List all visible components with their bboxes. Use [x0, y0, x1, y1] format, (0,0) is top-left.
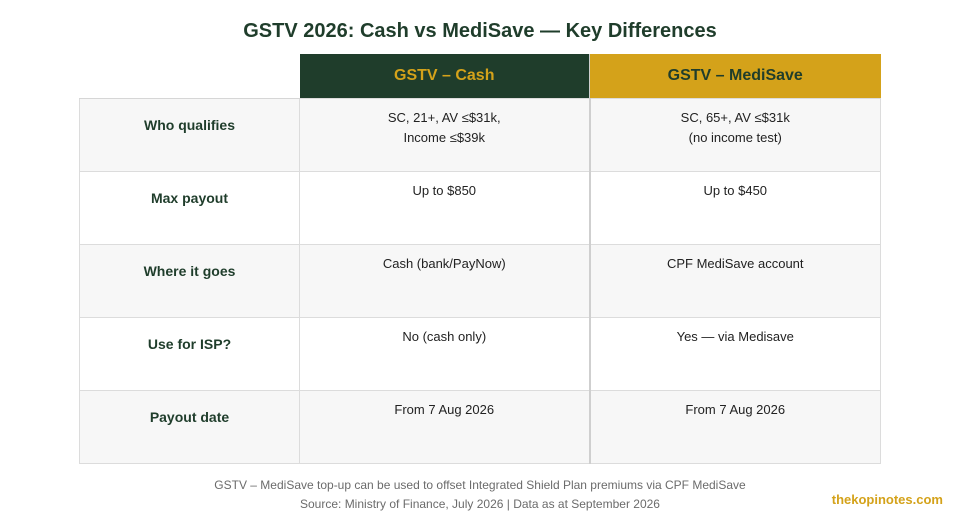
cash-cell: Cash (bank/PayNow) [299, 244, 591, 318]
cell-line: CPF MediSave account [666, 256, 804, 271]
header-blank-cell [79, 54, 300, 99]
cell-line: Yes — via Medisave [676, 329, 794, 344]
medisave-cell: CPF MediSave account [589, 244, 881, 318]
page-title: GSTV 2026: Cash vs MediSave — Key Differ… [243, 20, 717, 42]
medisave-cell: Up to $450 [589, 171, 881, 245]
table-row: Where it goes Cash (bank/PayNow) CPF Med… [79, 244, 881, 318]
row-label: Payout date [79, 390, 300, 464]
table-row: Use for ISP? No (cash only) Yes — via Me… [79, 317, 881, 391]
cell-line: Cash (bank/PayNow) [382, 256, 506, 271]
cash-cell: From 7 Aug 2026 [299, 390, 591, 464]
cell-line: Up to $450 [703, 183, 768, 198]
table-row: Who qualifies SC, 21+, AV ≤$31k, Income … [79, 98, 881, 172]
medisave-cell: Yes — via Medisave [589, 317, 881, 391]
source-note: Source: Ministry of Finance, July 2026 |… [300, 497, 660, 511]
cell-line: No (cash only) [402, 329, 487, 344]
cell-line: From 7 Aug 2026 [394, 402, 495, 417]
medisave-cell: SC, 65+, AV ≤$31k (no income test) [589, 98, 881, 172]
row-label: Where it goes [79, 244, 300, 318]
row-label: Who qualifies [79, 98, 300, 172]
row-label: Use for ISP? [79, 317, 300, 391]
cell-line: (no income test) [688, 130, 782, 145]
medisave-cell: From 7 Aug 2026 [589, 390, 881, 464]
cell-line: Up to $850 [412, 183, 477, 198]
cash-cell: Up to $850 [299, 171, 591, 245]
row-label: Max payout [79, 171, 300, 245]
cell-line: SC, 21+, AV ≤$31k, [387, 110, 501, 125]
cell-line: SC, 65+, AV ≤$31k [680, 110, 790, 125]
header-cash: GSTV – Cash [299, 54, 590, 99]
cell-line: From 7 Aug 2026 [685, 402, 786, 417]
cell-line: Income ≤$39k [403, 130, 486, 145]
comparison-table: GSTV – Cash GSTV – MediSave Who qualifie… [79, 54, 881, 464]
header-medisave: GSTV – MediSave [589, 54, 881, 99]
brand-watermark: thekopinotes.com [831, 492, 943, 507]
cash-cell: No (cash only) [299, 317, 591, 391]
cash-cell: SC, 21+, AV ≤$31k, Income ≤$39k [299, 98, 591, 172]
table-row: Payout date From 7 Aug 2026 From 7 Aug 2… [79, 390, 881, 464]
footnote: GSTV – MediSave top-up can be used to of… [214, 478, 746, 492]
table-header-row: GSTV – Cash GSTV – MediSave [79, 54, 881, 99]
table-row: Max payout Up to $850 Up to $450 [79, 171, 881, 245]
